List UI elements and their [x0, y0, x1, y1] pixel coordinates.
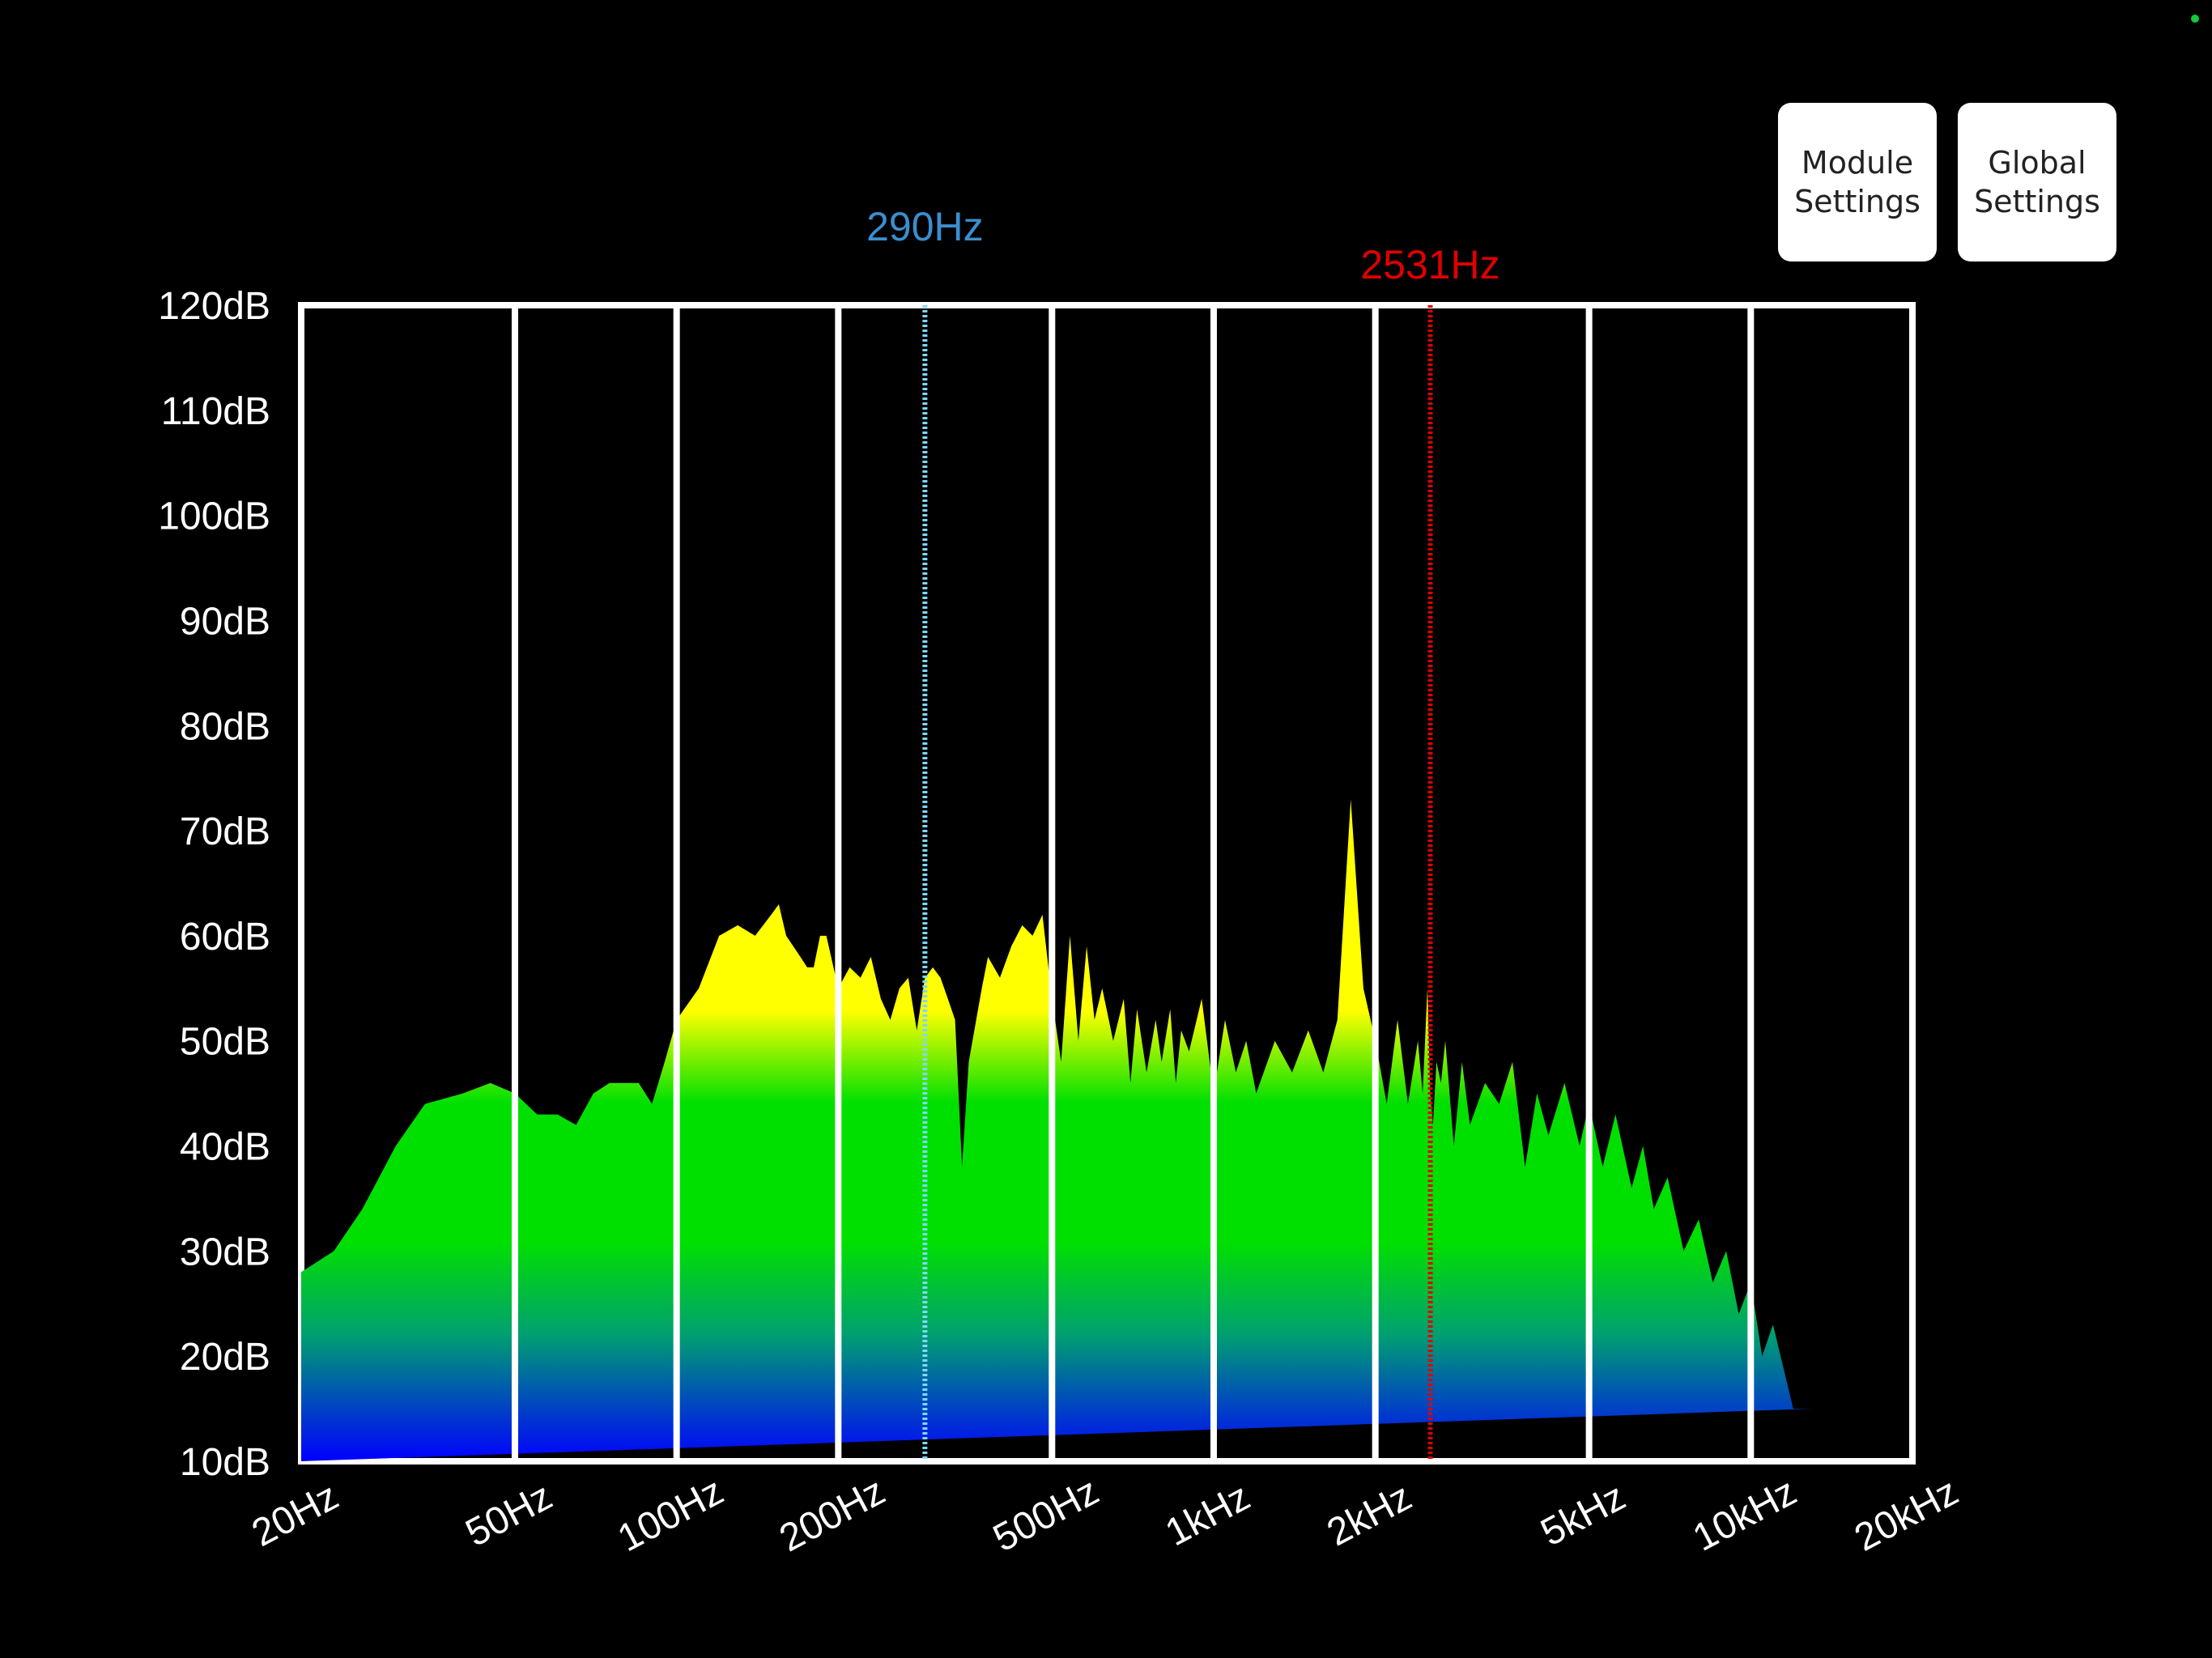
plot-frame: [298, 302, 1916, 1465]
module-settings-label-line2: Settings: [1794, 184, 1921, 219]
module-settings-button[interactable]: Module Settings: [1778, 103, 1937, 261]
x-tick-label: 20Hz: [245, 1475, 346, 1555]
y-tick-label: 60dB: [180, 916, 270, 959]
x-tick-label: 20kHz: [1848, 1470, 1965, 1560]
y-tick-label: 10dB: [180, 1441, 270, 1484]
y-tick-label: 90dB: [180, 600, 270, 643]
y-tick-label: 30dB: [180, 1231, 270, 1273]
global-settings-label-line1: Global: [1988, 145, 2087, 181]
y-tick-label: 80dB: [180, 705, 270, 748]
x-tick-label: 10kHz: [1687, 1470, 1804, 1560]
status-indicator-dot: [2191, 15, 2199, 23]
marker-label-290Hz: 290Hz: [866, 204, 984, 249]
y-tick-label: 20dB: [180, 1336, 270, 1379]
y-tick-label: 120dB: [158, 285, 270, 328]
x-tick-label: 1kHz: [1159, 1475, 1257, 1554]
x-tick-label: 100Hz: [611, 1469, 730, 1560]
x-tick-label: 200Hz: [772, 1469, 891, 1560]
y-tick-label: 40dB: [180, 1126, 270, 1169]
y-tick-label: 110dB: [161, 390, 270, 433]
global-settings-button[interactable]: Global Settings: [1958, 103, 2116, 261]
y-tick-label: 70dB: [180, 810, 270, 853]
x-tick-label: 500Hz: [986, 1469, 1105, 1560]
y-tick-label: 100dB: [158, 495, 270, 538]
x-tick-label: 5kHz: [1534, 1475, 1632, 1554]
marker-label-2531Hz: 2531Hz: [1360, 242, 1499, 287]
global-settings-label-line2: Settings: [1974, 184, 2100, 219]
x-tick-label: 50Hz: [459, 1475, 559, 1555]
y-tick-label: 50dB: [180, 1021, 270, 1064]
x-tick-label: 2kHz: [1321, 1475, 1419, 1554]
spectrum-area: [301, 799, 1812, 1461]
module-settings-label-line1: Module: [1801, 145, 1914, 181]
